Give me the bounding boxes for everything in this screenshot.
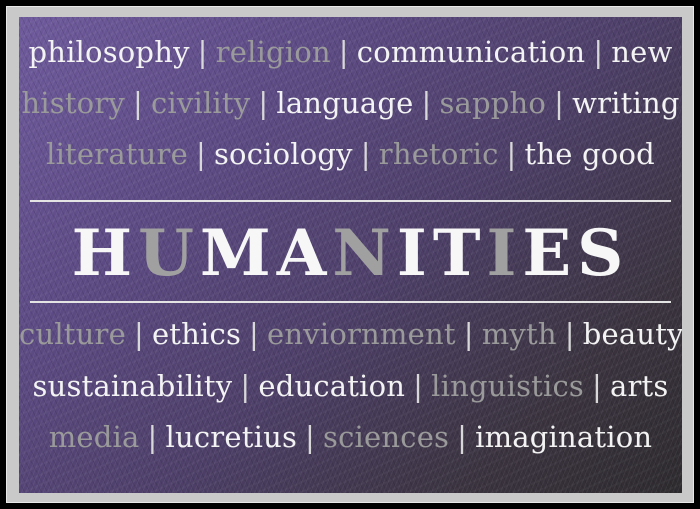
topic-word: philosophy — [28, 35, 190, 69]
title-letter: U — [138, 216, 200, 291]
poster-title: HUMANITIES — [19, 218, 682, 290]
title-letter: I — [486, 216, 523, 291]
title-letter: A — [276, 216, 333, 291]
separator: | — [338, 35, 349, 69]
topic-word: imagination — [475, 420, 653, 454]
topic-word: lucretius — [165, 420, 298, 454]
title-letter: T — [432, 216, 487, 291]
topic-word: rhetoric — [378, 137, 499, 171]
separator: | — [305, 420, 316, 454]
word-line-3: literature | sociology | rhetoric | the good — [19, 137, 682, 171]
bottom-divider — [30, 301, 671, 303]
separator: | — [133, 317, 144, 351]
topic-word: sustainability — [32, 369, 233, 403]
separator: | — [554, 86, 565, 120]
topic-word: sappho — [439, 86, 547, 120]
title-letter: E — [522, 216, 578, 291]
word-line-1: philosophy | religion | communication | new — [19, 35, 682, 69]
word-line-4: culture | ethics | enviornment | myth | beauty — [19, 317, 682, 351]
separator: | — [564, 317, 575, 351]
title-letter: H — [71, 216, 139, 291]
separator: | — [258, 86, 269, 120]
title-letter: S — [577, 216, 630, 291]
word-line-5: sustainability | education | linguistics | art… — [19, 369, 682, 403]
topic-word: media — [48, 420, 140, 454]
topic-word: ethics — [151, 317, 242, 351]
title-letter: N — [332, 216, 397, 291]
topic-word: beauty — [582, 317, 682, 351]
separator: | — [593, 35, 604, 69]
separator: | — [133, 86, 143, 120]
topic-word: sciences — [323, 420, 450, 454]
topic-word: writing — [572, 86, 680, 120]
topic-word: literature — [46, 137, 188, 171]
topic-word: communication — [356, 35, 586, 69]
separator: | — [147, 420, 158, 454]
topic-word: myth — [481, 317, 557, 351]
topic-word: new — [611, 35, 673, 69]
separator: | — [413, 369, 424, 403]
separator: | — [240, 369, 251, 403]
topic-word: culture — [19, 317, 126, 351]
separator: | — [592, 369, 602, 403]
separator: | — [360, 137, 371, 171]
topic-word: sociology — [213, 137, 353, 171]
topic-word: linguistics — [431, 369, 585, 403]
topic-word: education — [258, 369, 406, 403]
separator: | — [197, 35, 208, 69]
topic-word: language — [276, 86, 414, 120]
separator: | — [195, 137, 206, 171]
top-divider — [30, 200, 671, 202]
title-letter: I — [396, 216, 433, 291]
topic-word: religion — [215, 35, 331, 69]
separator: | — [457, 420, 468, 454]
separator: | — [249, 317, 260, 351]
word-line-2: history | civility | language | sappho | writing — [19, 86, 682, 120]
topic-word: enviornment — [267, 317, 456, 351]
title-letter: M — [199, 216, 277, 291]
topic-word: the good — [524, 137, 655, 171]
humanities-poster: philosophy | religion | communication | new hi… — [19, 17, 682, 493]
word-line-6: media | lucretius | sciences | imagination — [19, 420, 682, 454]
topic-word: arts — [610, 369, 669, 403]
topic-word: history — [21, 86, 125, 120]
topic-word: civility — [150, 86, 251, 120]
separator: | — [506, 137, 517, 171]
separator: | — [421, 86, 432, 120]
separator: | — [463, 317, 474, 351]
